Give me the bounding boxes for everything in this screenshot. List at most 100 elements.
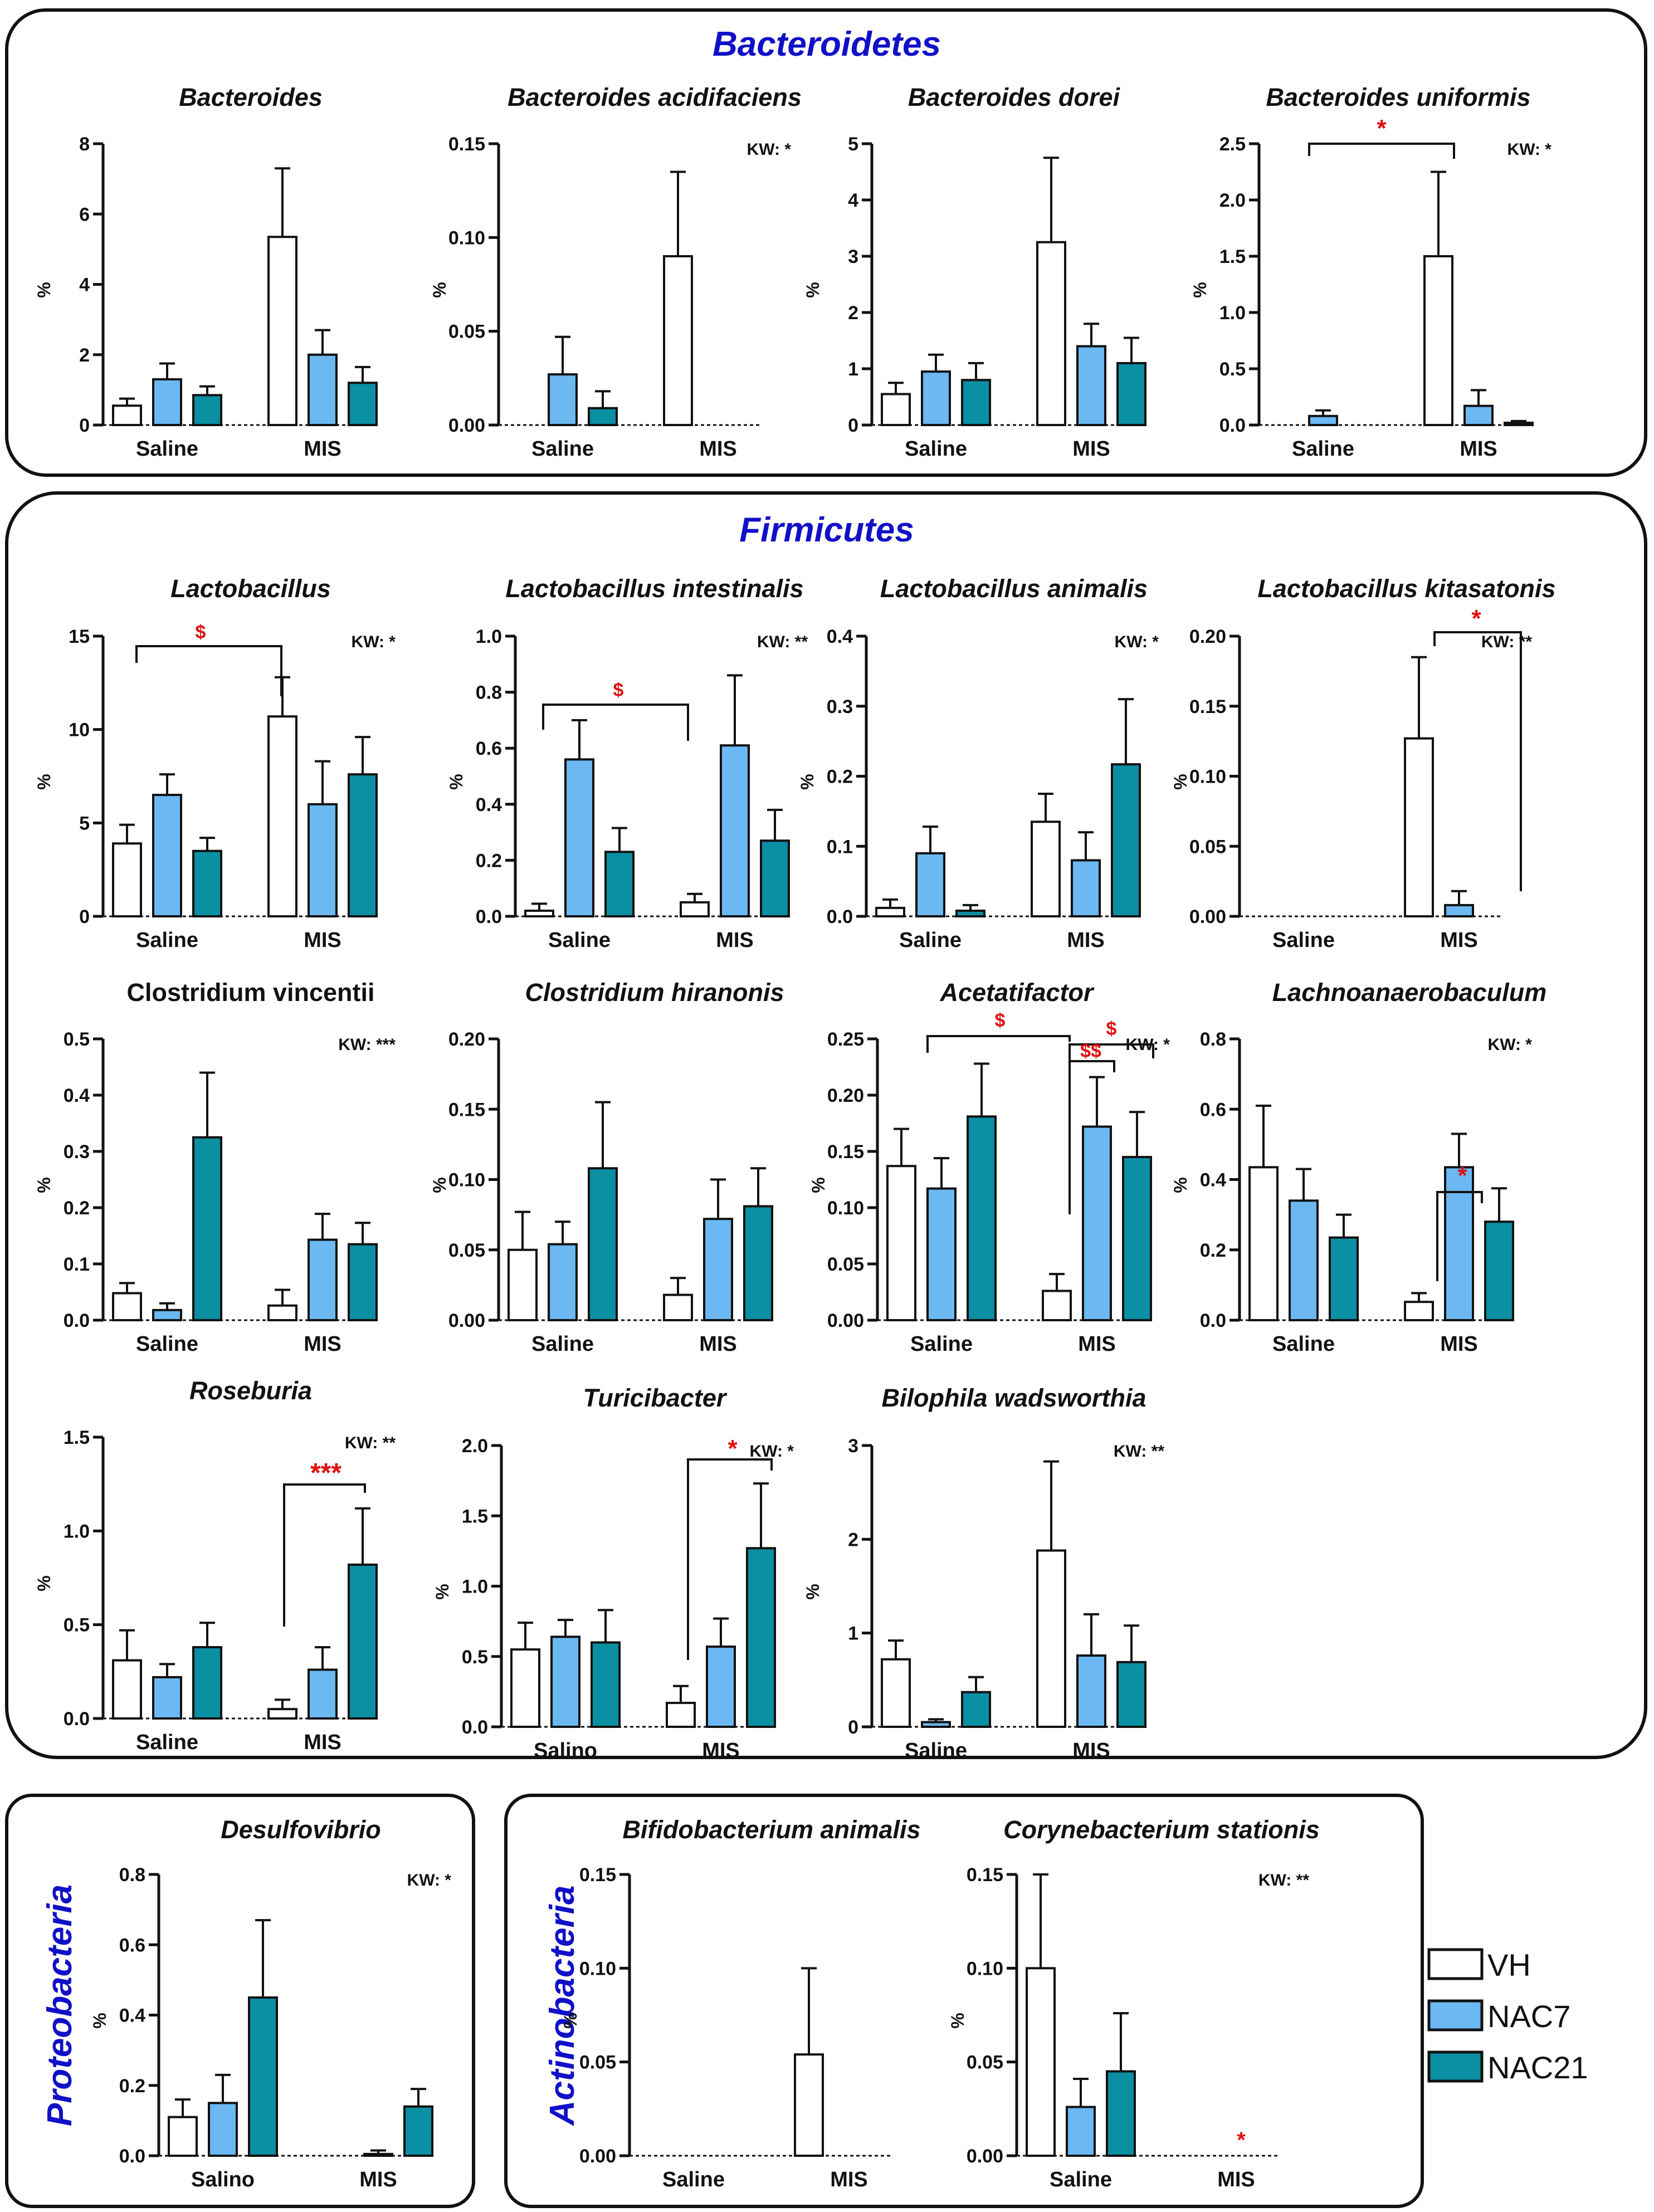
y-tick-label: 0.0 — [1200, 1310, 1226, 1331]
chart-title: Corynebacterium stationis — [1003, 1815, 1320, 1844]
y-tick-label: 0.05 — [1189, 836, 1226, 857]
significance-label: $ — [196, 622, 206, 643]
y-tick-label: 4 — [79, 275, 90, 296]
bar-nac21-saline — [961, 1691, 991, 1728]
y-tick-label: 0.2 — [64, 1198, 90, 1219]
y-tick-label: 0.05 — [827, 1254, 864, 1275]
panel-title-actinobacteria: Actinobacteria — [543, 1886, 582, 2127]
kw-stat: KW: ** — [1114, 1442, 1164, 1461]
panel-box-firmicutes — [5, 491, 1647, 1759]
chart-lac-animalis: Lactobacillus animalis 0.0 0.1 0.2 0.3 0.4% Sa… — [797, 574, 1159, 952]
bar-vh-saline — [1248, 1166, 1279, 1321]
significance-label: $$ — [1080, 1041, 1101, 1062]
y-tick-label: 0.8 — [1200, 1029, 1226, 1050]
bar-nac7-mis — [1444, 904, 1474, 918]
bar-nac21-salino — [248, 1996, 278, 2157]
legend-swatch-nac21 — [1427, 2050, 1484, 2083]
bar-nac7-mis — [1076, 1654, 1106, 1728]
y-tick-label: 1.0 — [64, 1521, 90, 1542]
chart-roseburia: Roseburia 0.0 0.5 1.0 1.5% Saline MIS KW: ** — [34, 1376, 396, 1754]
bar-nac21-mis — [1484, 1220, 1514, 1321]
significance-label: $ — [613, 680, 624, 701]
bar-nac21-saline — [192, 1136, 222, 1321]
x-category-label: MIS — [1217, 2168, 1255, 2191]
bar-nac21-saline — [588, 1167, 618, 1322]
bar-nac21-saline — [192, 394, 222, 426]
y-tick-label: 0.10 — [579, 1958, 616, 1979]
y-axis-label: % — [1170, 774, 1191, 789]
y-axis-label: % — [803, 282, 823, 297]
y-tick-label: 0.5 — [462, 1647, 488, 1668]
significance-label: * — [1457, 1162, 1467, 1189]
bar-vh-mis — [267, 236, 297, 426]
x-category-label: Saline — [905, 437, 967, 461]
chart-lac-kitasatonis: Lactobacillus kitasatonis 0.00 0.05 0.10 0.1… — [1170, 574, 1556, 952]
kw-stat: KW: ** — [1258, 1871, 1309, 1889]
x-category-label: Salino — [191, 2168, 255, 2191]
chart-bilophila: Bilophila wadsworthia 0 1 2 3% Saline MIS KW: *… — [803, 1384, 1164, 1762]
bar-vh-saline — [875, 906, 905, 918]
panel-title-proteobacteria: Proteobacteria — [41, 1884, 79, 2126]
sig-bracket-lactobacillus: $ — [135, 622, 282, 696]
x-category-label: Saline — [136, 1731, 198, 1754]
bar-nac21-mis — [403, 2105, 433, 2157]
chart-bac-uniformis: Bacteroides uniformis 0.0 0.5 1.0 1.5 2.0 2.5%… — [1190, 83, 1551, 461]
chart-title: Bacteroides acidifaciens — [508, 83, 802, 111]
kw-stat: KW: * — [1507, 140, 1552, 159]
kw-stat: KW: ** — [345, 1434, 396, 1452]
y-axis-label: % — [90, 2013, 110, 2028]
kw-stat: KW: ** — [1481, 633, 1532, 651]
x-category-label: Saline — [1272, 929, 1335, 952]
y-tick-label: 1.5 — [462, 1506, 488, 1527]
bracket-line — [135, 645, 282, 696]
bar-vh-saline — [881, 1658, 911, 1728]
y-tick-label: 0.1 — [64, 1254, 90, 1275]
bar-vh-mis — [663, 255, 693, 426]
x-category-label: MIS — [699, 437, 737, 461]
chart-title: Lactobacillus — [170, 574, 331, 603]
chart-clo-hiranonis: Clostridium hiranonis 0.00 0.05 0.10 0.15 0.2… — [430, 978, 784, 1356]
y-tick-label: 0.0 — [462, 1717, 488, 1738]
bracket-line — [283, 1483, 366, 1627]
chart-title: Desulfovibrio — [221, 1815, 381, 1844]
panel-title-bacteroidetes: Bacteroidetes — [713, 25, 941, 64]
y-tick-label: 2.0 — [1219, 190, 1246, 211]
x-category-label: MIS — [1440, 929, 1478, 952]
x-category-label: MIS — [1067, 929, 1105, 952]
bar-nac7-mis — [308, 803, 338, 918]
y-axis-label: % — [34, 1575, 54, 1591]
chart-title: Clostridium vincentii — [126, 978, 374, 1007]
sig-bracket-cor-stationis: * — [1237, 2128, 1246, 2152]
chart-bif-animalis: Bifidobacterium animalis 0.00 0.05 0.10 0.15… — [560, 1815, 921, 2191]
y-tick-label: 0.10 — [967, 1958, 1003, 1979]
bar-vh-saline — [524, 909, 554, 917]
x-category-label: MIS — [1440, 1332, 1478, 1356]
bracket-line — [542, 704, 689, 741]
bar-nac7-mis — [1463, 404, 1494, 426]
bar-vh-salino — [510, 1648, 540, 1728]
bar-nac7-salino — [550, 1635, 580, 1728]
y-tick-label: 0.15 — [448, 134, 485, 155]
y-axis-label: % — [34, 1177, 54, 1193]
y-tick-label: 0.00 — [827, 1310, 864, 1331]
y-axis-label: % — [948, 2013, 968, 2028]
y-tick-label: 0.5 — [64, 1029, 90, 1050]
bar-nac21-saline — [192, 849, 222, 917]
y-tick-label: 0.6 — [1200, 1099, 1226, 1120]
y-tick-label: 0.10 — [1189, 766, 1226, 788]
bracket-line — [687, 1458, 773, 1660]
bar-vh-saline — [881, 393, 911, 427]
x-category-label: MIS — [1078, 1332, 1116, 1356]
bar-nac21-saline — [1106, 2070, 1136, 2157]
chart-title: Lactobacillus kitasatonis — [1257, 574, 1555, 603]
bar-vh-mis — [663, 1293, 693, 1322]
bar-vh-mis — [267, 1304, 297, 1321]
y-tick-label: 8 — [79, 134, 90, 155]
y-tick-label: 0.8 — [119, 1864, 145, 1886]
bar-nac7-mis — [706, 1645, 736, 1728]
x-category-label: Saline — [662, 2168, 725, 2191]
y-tick-label: 0.4 — [827, 626, 853, 647]
y-tick-label: 3 — [848, 1435, 858, 1457]
sig-bracket-lac-intestinalis: $ — [542, 680, 689, 741]
bracket-line — [1068, 1060, 1115, 1214]
